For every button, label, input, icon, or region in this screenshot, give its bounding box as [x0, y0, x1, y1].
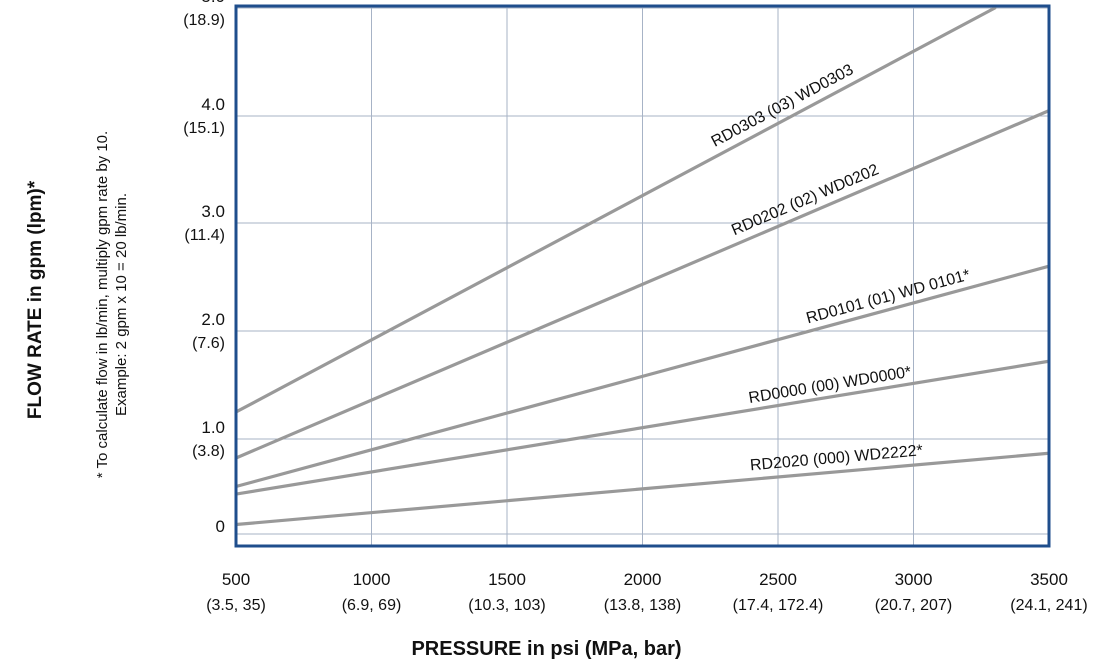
- y-tick-label: 0: [216, 517, 225, 536]
- footnote-wrap: * To calculate flow in lb/min, multiply …: [0, 0, 130, 477]
- y-tick-label: 4.0: [201, 95, 225, 114]
- x-tick-label: 500: [222, 570, 250, 589]
- y-tick-sublabel: (7.6): [192, 335, 225, 352]
- x-tick-label: 3500: [1030, 570, 1068, 589]
- y-axis-title: FLOW RATE in gpm (lpm)*: [25, 180, 47, 420]
- x-tick-label: 3000: [895, 570, 933, 589]
- series-lines: [236, 6, 1049, 527]
- grid-lines: [235, 6, 1050, 546]
- x-tick-label: 1000: [353, 570, 391, 589]
- y-tick-sublabel: (15.1): [183, 120, 225, 137]
- x-tick-sublabel: (24.1, 241): [1010, 597, 1087, 614]
- series-line-1: [236, 108, 1049, 460]
- series-label-4: RD2020 (000) WD2222*: [749, 442, 923, 474]
- series-label-1: RD0202 (02) WD0202: [729, 161, 881, 239]
- footnote-line-2: Example: 2 gpm x 10 = 20 lb/min.: [112, 192, 130, 416]
- y-tick-label: 2.0: [201, 310, 225, 329]
- x-tick-sublabel: (3.5, 35): [206, 597, 266, 614]
- x-tick-sublabel: (20.7, 207): [875, 597, 952, 614]
- x-tick-sublabel: (13.8, 138): [604, 597, 681, 614]
- x-tick-sublabel: (10.3, 103): [468, 597, 545, 614]
- y-tick-label: 1.0: [201, 418, 225, 437]
- tick-labels: 500 (3.5, 35) 1000 (6.9, 69) 1500 (10.3, 103)…: [183, 0, 1087, 614]
- x-tick-sublabel: (17.4, 172.4): [733, 597, 824, 614]
- y-tick-sublabel: (18.9): [183, 12, 225, 29]
- y-tick-sublabel: (3.8): [192, 443, 225, 460]
- x-tick-label: 2500: [759, 570, 797, 589]
- y-tick-label: 3.0: [201, 202, 225, 221]
- x-tick-sublabel: (6.9, 69): [342, 597, 402, 614]
- x-tick-label: 1500: [488, 570, 526, 589]
- y-tick-sublabel: (11.4): [184, 227, 225, 244]
- y-tick-label: 5.0: [201, 0, 225, 6]
- series-line-3: [236, 359, 1049, 496]
- x-axis-title: PRESSURE in psi (MPa, bar): [411, 638, 682, 660]
- footnote-line-1: * To calculate flow in lb/min, multiply …: [93, 130, 111, 478]
- series-line-0: [236, 6, 997, 414]
- series-label-3: RD0000 (00) WD0000*: [747, 364, 912, 407]
- plot-frame: [234, 4, 1051, 548]
- series-label-0: RD0303 (03) WD0303: [709, 61, 857, 150]
- series-line-2: [236, 264, 1049, 489]
- series-labels: RD0303 (03) WD0303 RD0202 (02) WD0202 RD01…: [709, 61, 972, 474]
- x-tick-label: 2000: [624, 570, 662, 589]
- series-label-2: RD0101 (01) WD 0101*: [805, 267, 973, 328]
- series-line-4: [236, 451, 1049, 527]
